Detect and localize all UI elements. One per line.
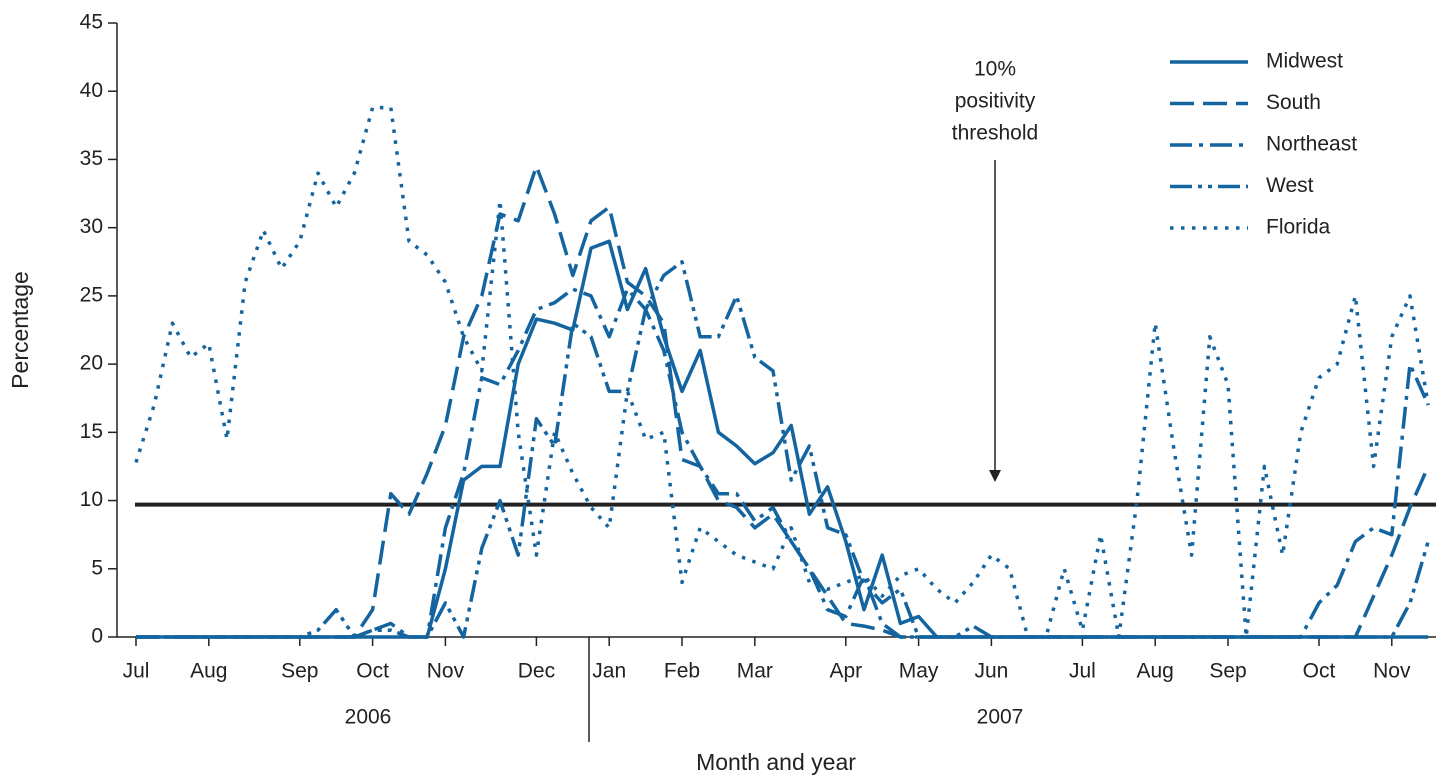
x-tick-label: May [899, 660, 939, 683]
series-line [136, 287, 1430, 639]
x-tick-label: Nov [427, 660, 465, 683]
y-tick-label: 35 [80, 147, 103, 170]
x-tick-label: Oct [356, 660, 389, 683]
y-tick-label: 15 [80, 420, 103, 443]
x-tick-label: Sep [281, 660, 318, 683]
x-tick-label: Jun [974, 660, 1008, 683]
x-tick-label: Aug [1137, 660, 1174, 683]
y-tick-label: 10 [80, 488, 103, 511]
year-label: 2007 [977, 706, 1024, 729]
y-tick-label: 25 [80, 283, 103, 306]
legend-label: Florida [1266, 216, 1331, 239]
annotation: threshold [952, 122, 1038, 145]
y-tick-label: 30 [80, 215, 103, 238]
series-line [136, 164, 1430, 639]
y-tick-label: 5 [91, 556, 103, 579]
y-tick-label: 45 [80, 11, 103, 34]
legend-label: Northeast [1266, 133, 1357, 156]
x-tick-label: Jul [123, 660, 150, 683]
x-tick-label: Oct [1303, 660, 1336, 683]
legend-label: South [1266, 91, 1321, 114]
y-tick-label: 0 [91, 625, 103, 648]
series-line [134, 105, 1430, 639]
x-tick-label: Jul [1069, 660, 1096, 683]
annotation: 10% [974, 58, 1016, 81]
x-tick-label: Jan [592, 660, 626, 683]
x-tick-label: Feb [664, 660, 700, 683]
x-tick-label: Nov [1373, 660, 1411, 683]
legend-label: Midwest [1266, 50, 1343, 73]
x-tick-label: Aug [190, 660, 227, 683]
y-tick-label: 40 [80, 79, 103, 102]
y-tick-label: 20 [80, 352, 103, 375]
series-line [136, 260, 1430, 639]
legend-label: West [1266, 174, 1314, 197]
x-tick-label: Sep [1209, 660, 1246, 683]
annotation: positivity [955, 90, 1036, 113]
annotation-arrowhead [989, 470, 1001, 482]
series-line [136, 239, 1429, 639]
x-axis-title: Month and year [696, 749, 856, 775]
x-tick-label: Apr [829, 660, 862, 683]
x-tick-label: Mar [737, 660, 773, 683]
y-axis-title: Percentage [7, 271, 33, 389]
year-label: 2006 [345, 706, 392, 729]
x-tick-label: Dec [518, 660, 555, 683]
